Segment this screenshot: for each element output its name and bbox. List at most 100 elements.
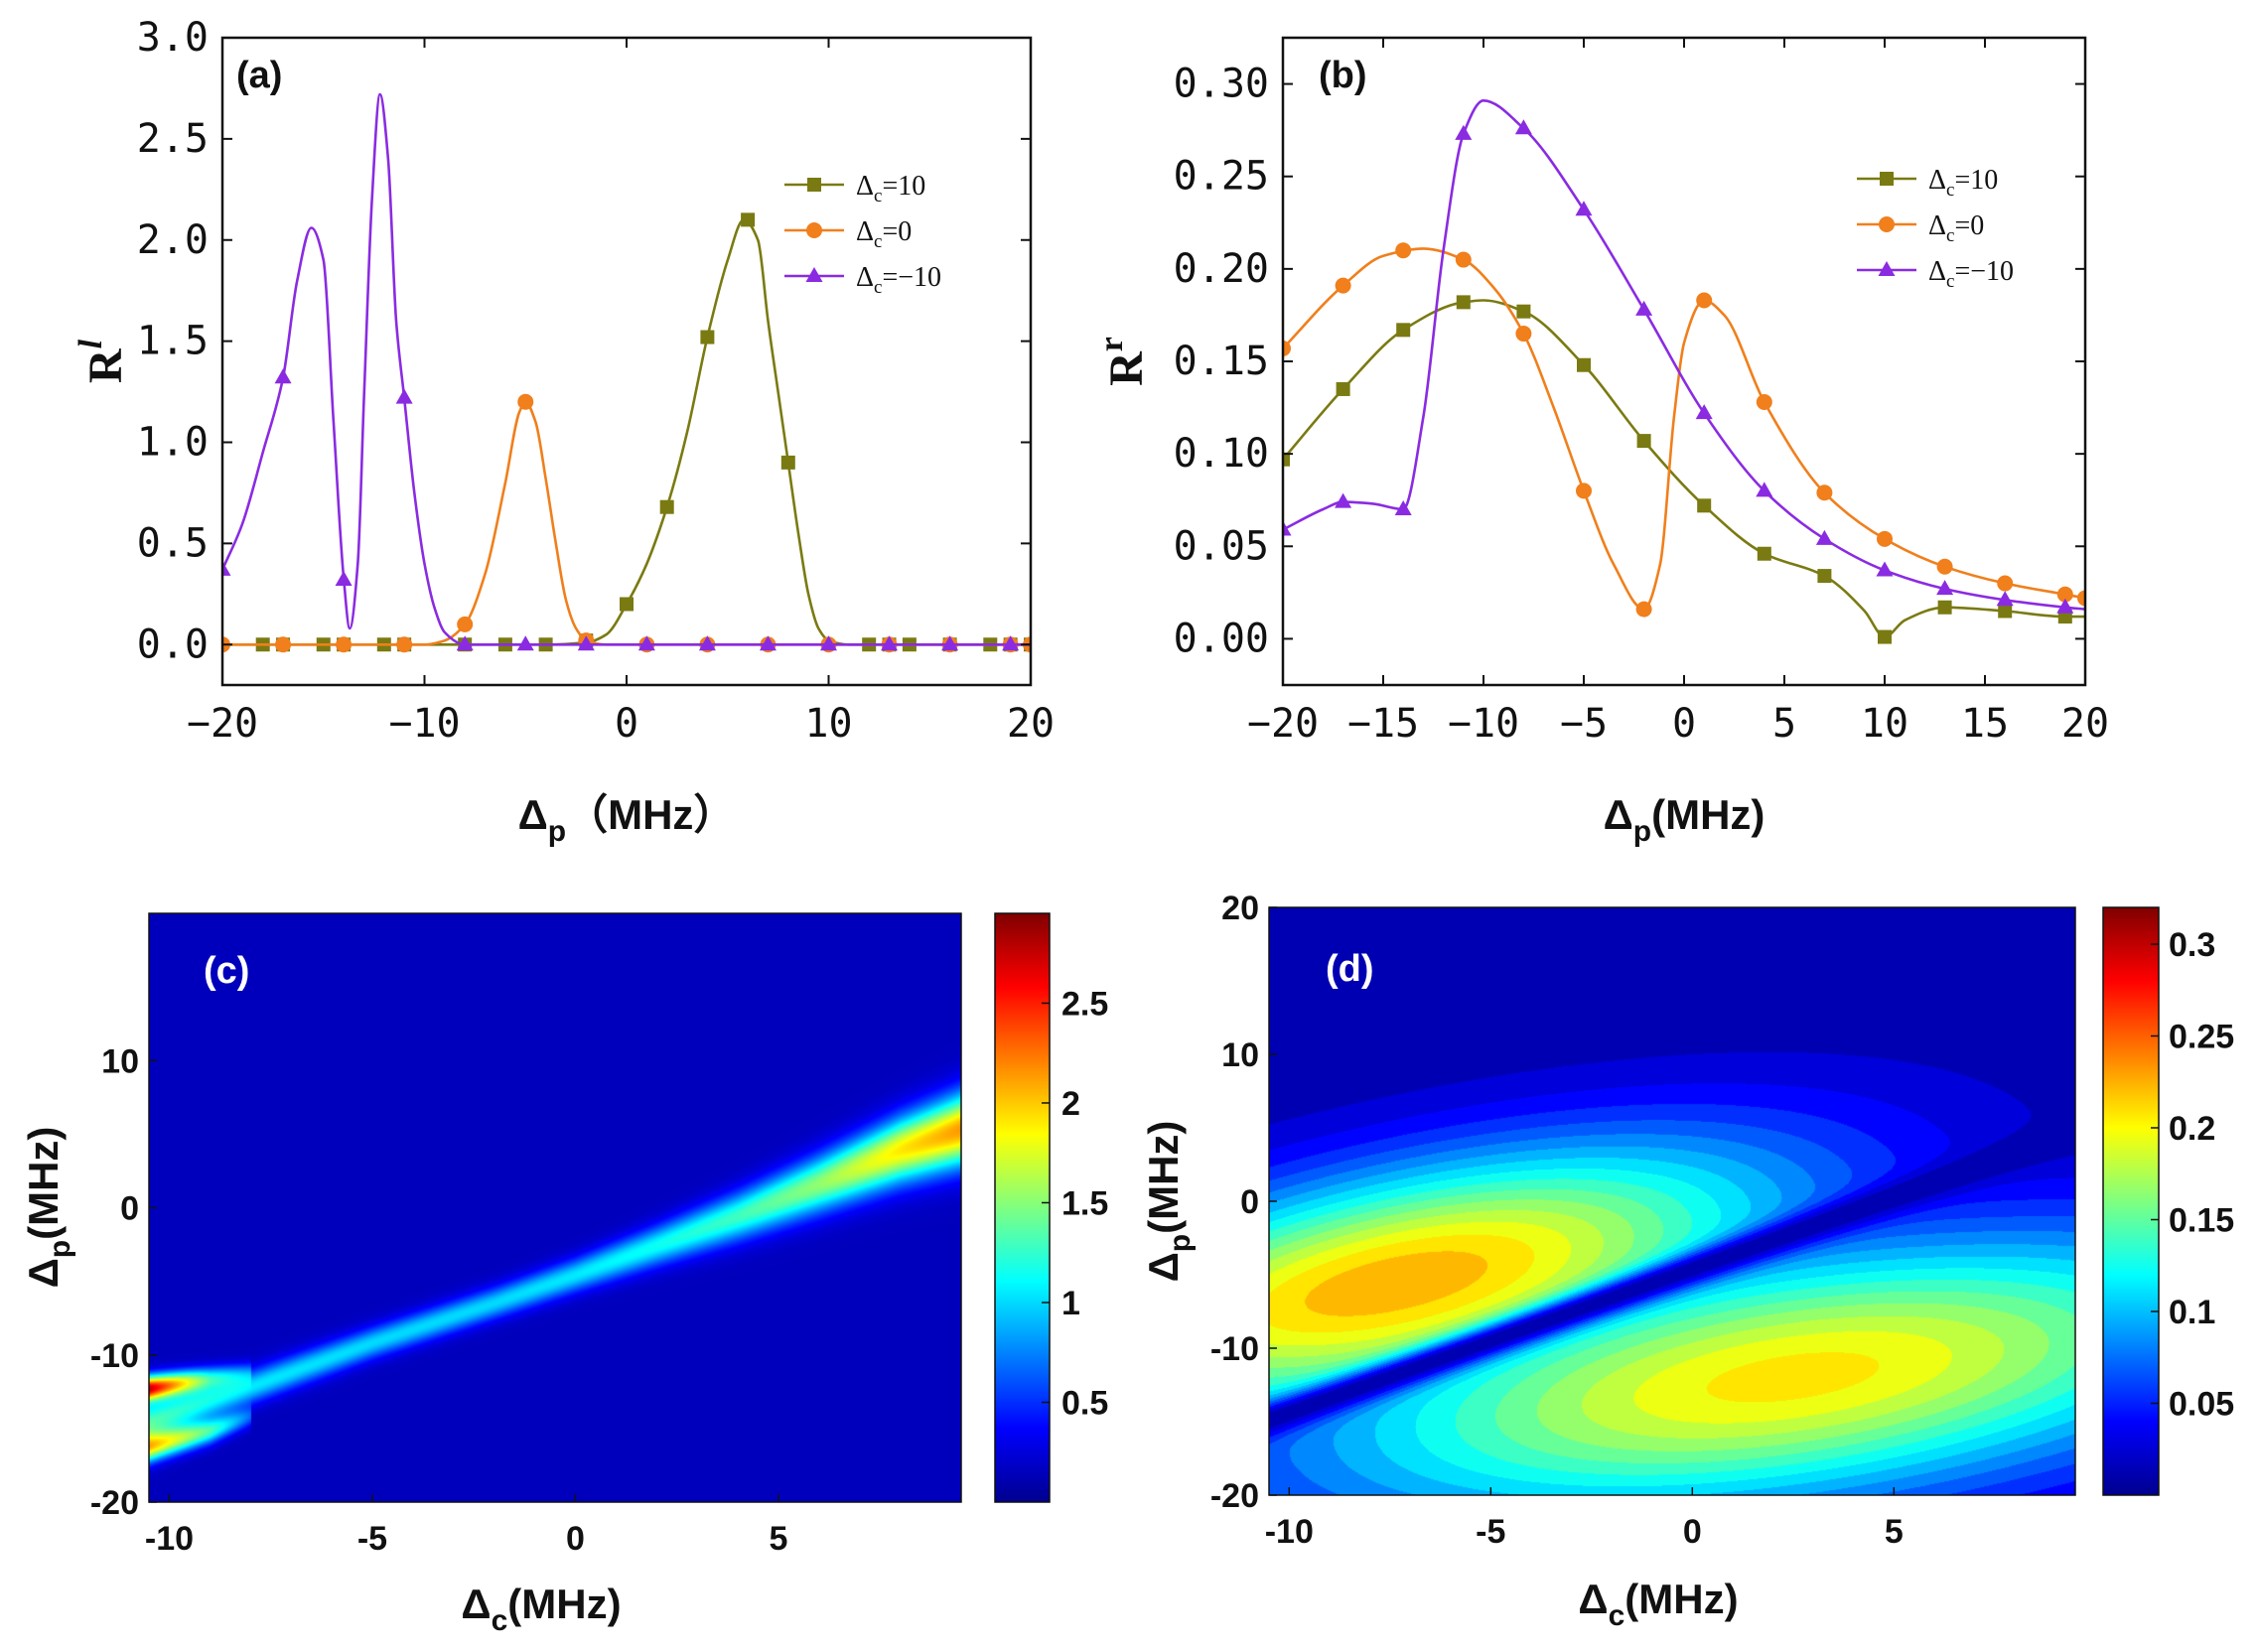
panel-b-series-1-point [1455,251,1472,268]
panel-a-series-2-point [759,635,777,651]
panel-a-series-2-point [881,635,899,651]
panel-b-ytick-label: 0.00 [1174,616,1269,661]
panel-c-colorbar-tick-label: 1.5 [1061,1184,1108,1222]
panel-a-series-1-point [517,393,534,410]
panel-a-series-1-point [396,636,413,653]
panel-a-ytick-label: 2.5 [137,116,209,162]
panel-b-ytick-label: 0.30 [1174,62,1269,107]
panel-a-xtick-label: 10 [804,701,852,747]
panel-b-ytick-label: 0.05 [1174,523,1269,569]
panel-a-legend-marker [806,222,822,238]
panel-b-ylabel: Rr [1093,337,1153,386]
panel-d-colorbar-tick-label: 0.1 [2169,1294,2215,1331]
panel-b-legend-label: Δc=−10 [1928,256,2014,292]
panel-d-colorbar-tick-label: 0.3 [2169,926,2215,964]
panel-d-ytick-label: 20 [1221,890,1259,927]
panel-c-colorbar-tick-label: 2 [1061,1085,1080,1123]
panel-a-series-2-point [395,388,413,404]
panel-b-series-2-point [1996,591,2014,607]
panel-a-series-2-point [577,635,595,651]
panel-a-series-2-point [698,635,716,651]
panel-d-label: (d) [1326,948,1374,990]
panel-b-series-2-point [1876,561,1894,577]
panel-a-ytick-label: 1.0 [137,420,209,466]
panel-d-colorbar [2102,906,2160,1496]
panel-b-series-1-point [2077,590,2085,607]
panel-b-legend: Δc=10 Δc=0 Δc=−10 [1857,165,2014,292]
panel-d-xlabel: Δc(MHz) [1578,1576,1738,1632]
panel-b-series-2-point [2056,598,2074,614]
panel-a-xtick-label: 20 [1007,701,1055,747]
panel-b-legend-label: Δc=10 [1928,165,1998,201]
panel-b-legend-label: Δc=0 [1928,210,1984,246]
panel-b-series-1-point [1816,484,1833,501]
panel-b-series-0-point [1817,569,1832,584]
panel-a-series-2-point [274,368,292,384]
panel-a-series-2-point [820,635,837,651]
panel-a-series-1-point [457,616,474,632]
panel-a-legend-marker [805,267,823,282]
panel-b-label: (b) [1319,55,1367,96]
panel-d-colorbar-tick-label: 0.15 [2169,1202,2234,1240]
panel-d-ylabel: Δp(MHz) [1140,1121,1197,1283]
panel-b-xtick-label: 15 [1961,701,2009,747]
panel-c-ytick-label: 0 [120,1190,139,1228]
panel-b-ytick-label: 0.20 [1174,246,1269,292]
panel-a-series-line-1 [222,400,1031,646]
panel-b-ticks: −20 −15 −10 −5 0 5 10 15 20 0.00 0.05 0.10 0.15 0.20 0… [1174,38,2109,747]
panel-b-series-0-point [1516,304,1531,319]
panel-b-series-2-point [1695,404,1713,420]
panel-b-legend-marker [1880,172,1894,186]
panel-b-series-0-point [1336,381,1350,396]
panel-b-series-2-point [1335,492,1352,508]
panel-b-xtick-label: −10 [1448,701,1519,747]
panel-b-series-0-point [1456,295,1471,310]
panel-b-series-1-point [2056,586,2073,603]
panel-a-legend-label: Δc=10 [856,171,925,206]
panel-b-xtick-label: −15 [1347,701,1419,747]
panel-d-heatmap [1269,907,2075,1495]
panel-b-series-0-point [1697,498,1712,513]
panel-b-ytick-label: 0.10 [1174,431,1269,477]
panel-b-series-2-point [1756,482,1773,497]
panel-a-legend-label: Δc=−10 [856,262,941,298]
panel-b-series-0-point [1757,546,1771,561]
panel-a-ytick-label: 2.0 [137,217,209,263]
panel-a-ytick-label: 3.0 [137,15,209,61]
panel-b-series-1-point [1635,601,1652,618]
panel-b-series-2-point [1635,300,1653,316]
panel-b-series-1-point [1936,558,1953,575]
panel-c-colorbar-ticks: 0.5 1 1.5 2 2.5 [1042,985,1108,1422]
panel-b-series-0-point [1998,604,2013,619]
panel-b: −20 −15 −10 −5 0 5 10 15 20 0.00 0.05 0.10 0.15 0.20 0… [1093,36,2109,848]
panel-a-ytick-label: 1.5 [137,319,209,364]
panel-d-xtick-label: 5 [1885,1513,1904,1551]
panel-a-legend-label: Δc=0 [856,216,912,252]
panel-a-series-0-point [620,597,634,612]
panel-d-colorbar-tick-label: 0.25 [2169,1019,2234,1056]
panel-c-ytick-label: -20 [90,1484,139,1522]
panel-b-series-line-1 [1283,247,2085,611]
panel-a-ticks: −20 −10 0 10 20 0.0 0.5 1.0 1.5 2.0 2.5 3.0 [137,15,1055,747]
panel-a-series-2-point [456,635,474,651]
panel-b-series-2-point [1575,201,1593,216]
panel-a-xtick-label: 0 [615,701,638,747]
panel-b-series-2-point [1514,119,1532,135]
panel-b-series-2-point [1455,124,1473,140]
panel-a-ytick-label: 0.5 [137,520,209,566]
panel-a-series-1-point [336,636,353,653]
panel-a-series-line-2 [222,92,1031,646]
panel-b-series-1-point [1576,482,1592,499]
panel-b-series-2-point [1283,520,1292,536]
panel-a-xtick-label: −10 [388,701,460,747]
panel-b-xtick-label: −5 [1560,701,1608,747]
panel-b-series-1-point [1756,393,1772,410]
panel-c-ylabel: Δp(MHz) [20,1127,76,1289]
panel-a-series-2-point [516,635,534,651]
panel-a-series-0-point [741,212,756,227]
panel-b-series-0-point [1636,434,1651,449]
panel-a-ylabel: Rl [72,339,132,383]
